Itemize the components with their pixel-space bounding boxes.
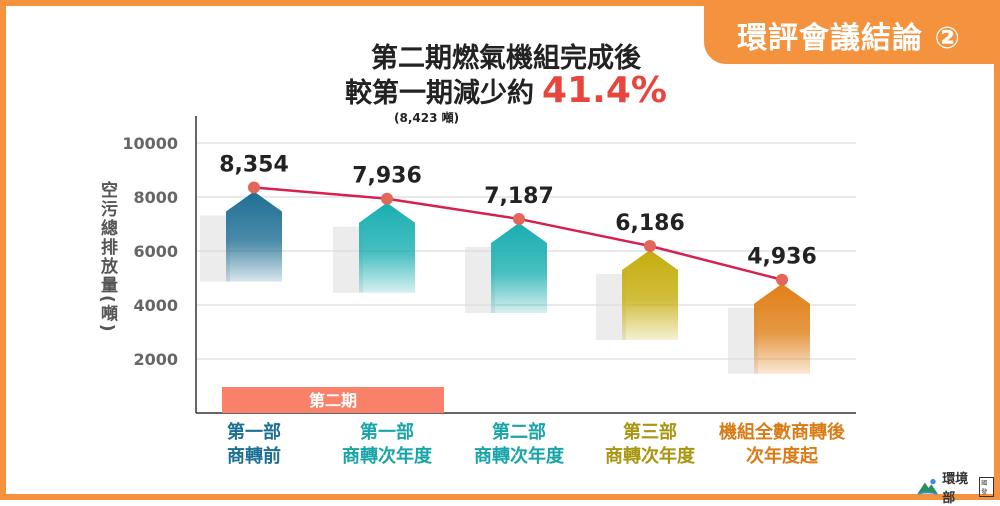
x-category-label: 第二部 商轉次年度 (444, 421, 594, 469)
bar (359, 202, 415, 293)
x-category-line2: 商轉次年度 (342, 446, 432, 467)
y-tick-label: 6000 (133, 242, 178, 261)
y-tick-label: 8000 (133, 188, 178, 207)
x-category-line2: 商轉前 (227, 446, 281, 467)
data-point (381, 192, 393, 205)
headline-line2: 較第一期減少約 41.4% (6, 70, 1000, 111)
reduction-percent: 41.4% (542, 70, 667, 111)
x-category-label: 第一部 商轉次年度 (312, 421, 462, 469)
bar-shadow (728, 307, 758, 374)
bar (622, 249, 678, 340)
group-label: 第二期 (309, 391, 357, 410)
ministry-logo-icon (917, 478, 938, 496)
x-category-label: 第三部 商轉次年度 (575, 421, 725, 469)
conclusion-badge: 環評會議結論 ② (704, 6, 994, 64)
bar (226, 191, 282, 282)
x-category-line1: 第二部 (492, 422, 546, 443)
x-category-line1: 機組全數商轉後 (719, 422, 845, 443)
y-tick-label: 2000 (133, 350, 178, 369)
x-category-line2: 次年度起 (746, 446, 818, 467)
bar (754, 283, 810, 374)
data-label: 7,187 (484, 184, 554, 209)
bar (491, 222, 547, 313)
data-point (248, 181, 260, 194)
headline-prefix: 較第一期減少約 (345, 78, 535, 109)
ministry-logo: 環境部 國發 (916, 468, 995, 506)
x-category-line2: 商轉次年度 (605, 446, 695, 467)
data-label: 8,354 (219, 152, 289, 177)
data-label: 7,936 (352, 164, 422, 189)
reduction-tons: (8,423 噸) (394, 111, 460, 125)
group-band (222, 387, 444, 413)
bar-shadow (200, 215, 230, 282)
data-point (776, 273, 788, 286)
data-label: 6,186 (615, 211, 685, 236)
x-category-line1: 第一部 (227, 422, 281, 443)
ministry-tag: 國發 (979, 477, 995, 497)
y-tick-label: 4000 (133, 296, 178, 315)
bar-shadow (465, 246, 495, 313)
x-category-label: 機組全數商轉後 次年度起 (707, 421, 857, 469)
ministry-name: 環境部 (942, 472, 969, 506)
y-axis-label: 空污總排放量(噸) (97, 181, 117, 334)
bar-shadow (596, 273, 626, 340)
data-point (644, 239, 656, 252)
x-category-label: 第一部 商轉前 (179, 421, 329, 469)
data-label: 4,936 (747, 245, 817, 270)
x-category-line1: 第一部 (360, 422, 414, 443)
bar-shadow (333, 226, 363, 293)
x-category-line2: 商轉次年度 (474, 446, 564, 467)
y-tick-label: 10000 (122, 134, 178, 153)
x-category-line1: 第三部 (623, 422, 677, 443)
headline-line1: 第二期燃氣機組完成後 (371, 43, 641, 74)
emissions-chart: 2000 4000 6000 8000 10000 第二期 8,354 7,936 7,187 6… (122, 116, 856, 414)
data-point (513, 212, 525, 225)
